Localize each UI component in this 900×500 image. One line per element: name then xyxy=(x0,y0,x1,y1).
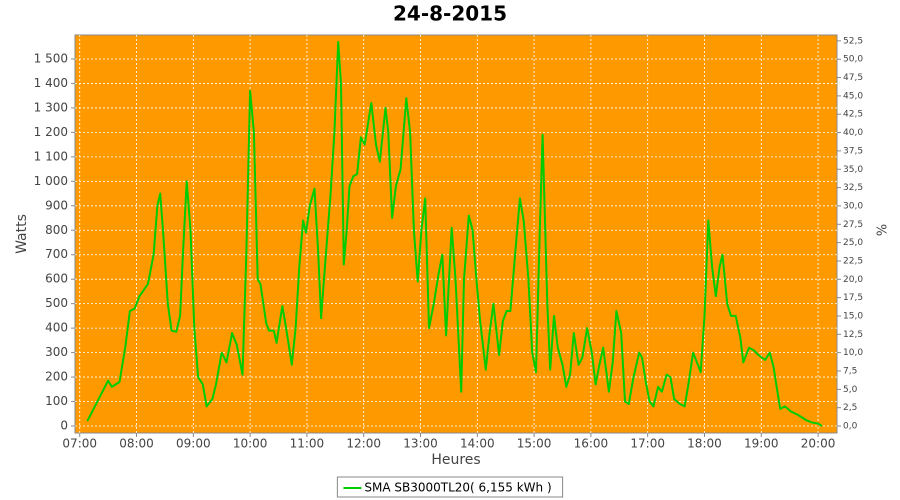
x-tick-label: 17:00 xyxy=(630,437,665,451)
y2-tick-label: 50,0 xyxy=(843,55,863,65)
y-tick-label: 400 xyxy=(45,321,68,335)
x-tick-label: 19:00 xyxy=(744,437,779,451)
legend: SMA SB3000TL20( 6,155 kWh ) xyxy=(336,476,564,498)
y2-tick-label: 12,5 xyxy=(843,330,863,340)
y2-tick-label: 45,0 xyxy=(843,91,863,101)
y2-axis-title: % xyxy=(873,224,888,236)
y2-tick-label: 2,5 xyxy=(843,403,857,413)
chart-title: 24-8-2015 xyxy=(393,2,507,26)
y2-tick-label: 30,0 xyxy=(843,201,863,211)
y2-tick-label: 47,5 xyxy=(843,73,863,83)
y2-tick-label: 27,5 xyxy=(843,220,863,230)
x-axis-title: Heures xyxy=(431,452,480,468)
y2-tick-label: 35,0 xyxy=(843,165,863,175)
x-tick-label: 13:00 xyxy=(403,437,438,451)
x-tick-label: 14:00 xyxy=(460,437,495,451)
y-tick-label: 600 xyxy=(45,272,68,286)
y2-tick-label: 17,5 xyxy=(843,293,863,303)
y-tick-label: 900 xyxy=(45,198,68,212)
y-tick-label: 1 000 xyxy=(34,174,68,188)
y2-tick-label: 42,5 xyxy=(843,110,863,120)
y-tick-label: 1 500 xyxy=(34,51,68,65)
y2-tick-label: 10,0 xyxy=(843,348,863,358)
y-tick-label: 700 xyxy=(45,247,68,261)
y2-tick-label: 5,0 xyxy=(843,385,858,395)
y-tick-label: 500 xyxy=(45,296,68,310)
x-tick-label: 11:00 xyxy=(290,437,325,451)
y2-tick-label: 37,5 xyxy=(843,146,863,156)
y2-tick-label: 7,5 xyxy=(843,367,857,377)
y-tick-label: 800 xyxy=(45,223,68,237)
y2-tick-label: 25,0 xyxy=(843,238,863,248)
y2-tick-label: 22,5 xyxy=(843,256,863,266)
y-tick-label: 300 xyxy=(45,345,68,359)
y-tick-label: 100 xyxy=(45,394,68,408)
x-tick-label: 16:00 xyxy=(574,437,609,451)
y2-tick-label: 32,5 xyxy=(843,183,863,193)
plot-area xyxy=(74,34,838,434)
y-tick-label: 0 xyxy=(60,419,68,433)
y2-tick-label: 0,0 xyxy=(843,422,858,432)
x-tick-label: 07:00 xyxy=(62,437,97,451)
y-tick-label: 1 100 xyxy=(34,149,68,163)
y-axis-title: Watts xyxy=(14,214,30,254)
x-tick-label: 15:00 xyxy=(517,437,552,451)
legend-box xyxy=(336,476,564,498)
y2-tick-label: 40,0 xyxy=(843,128,863,138)
series-line xyxy=(86,40,823,427)
y-tick-label: 1 400 xyxy=(34,76,68,90)
y-tick-label: 1 300 xyxy=(34,100,68,114)
y-tick-label: 200 xyxy=(45,370,68,384)
x-tick-label: 08:00 xyxy=(119,437,154,451)
x-tick-label: 12:00 xyxy=(346,437,381,451)
legend-label: SMA SB3000TL20( 6,155 kWh ) xyxy=(364,481,551,495)
x-tick-label: 09:00 xyxy=(176,437,211,451)
x-tick-label: 18:00 xyxy=(687,437,722,451)
x-tick-label: 20:00 xyxy=(801,437,836,451)
x-tick-label: 10:00 xyxy=(233,437,268,451)
y2-tick-label: 15,0 xyxy=(843,311,863,321)
y-tick-label: 1 200 xyxy=(34,125,68,139)
y2-tick-label: 52,5 xyxy=(843,36,863,46)
y2-tick-label: 20,0 xyxy=(843,275,863,285)
